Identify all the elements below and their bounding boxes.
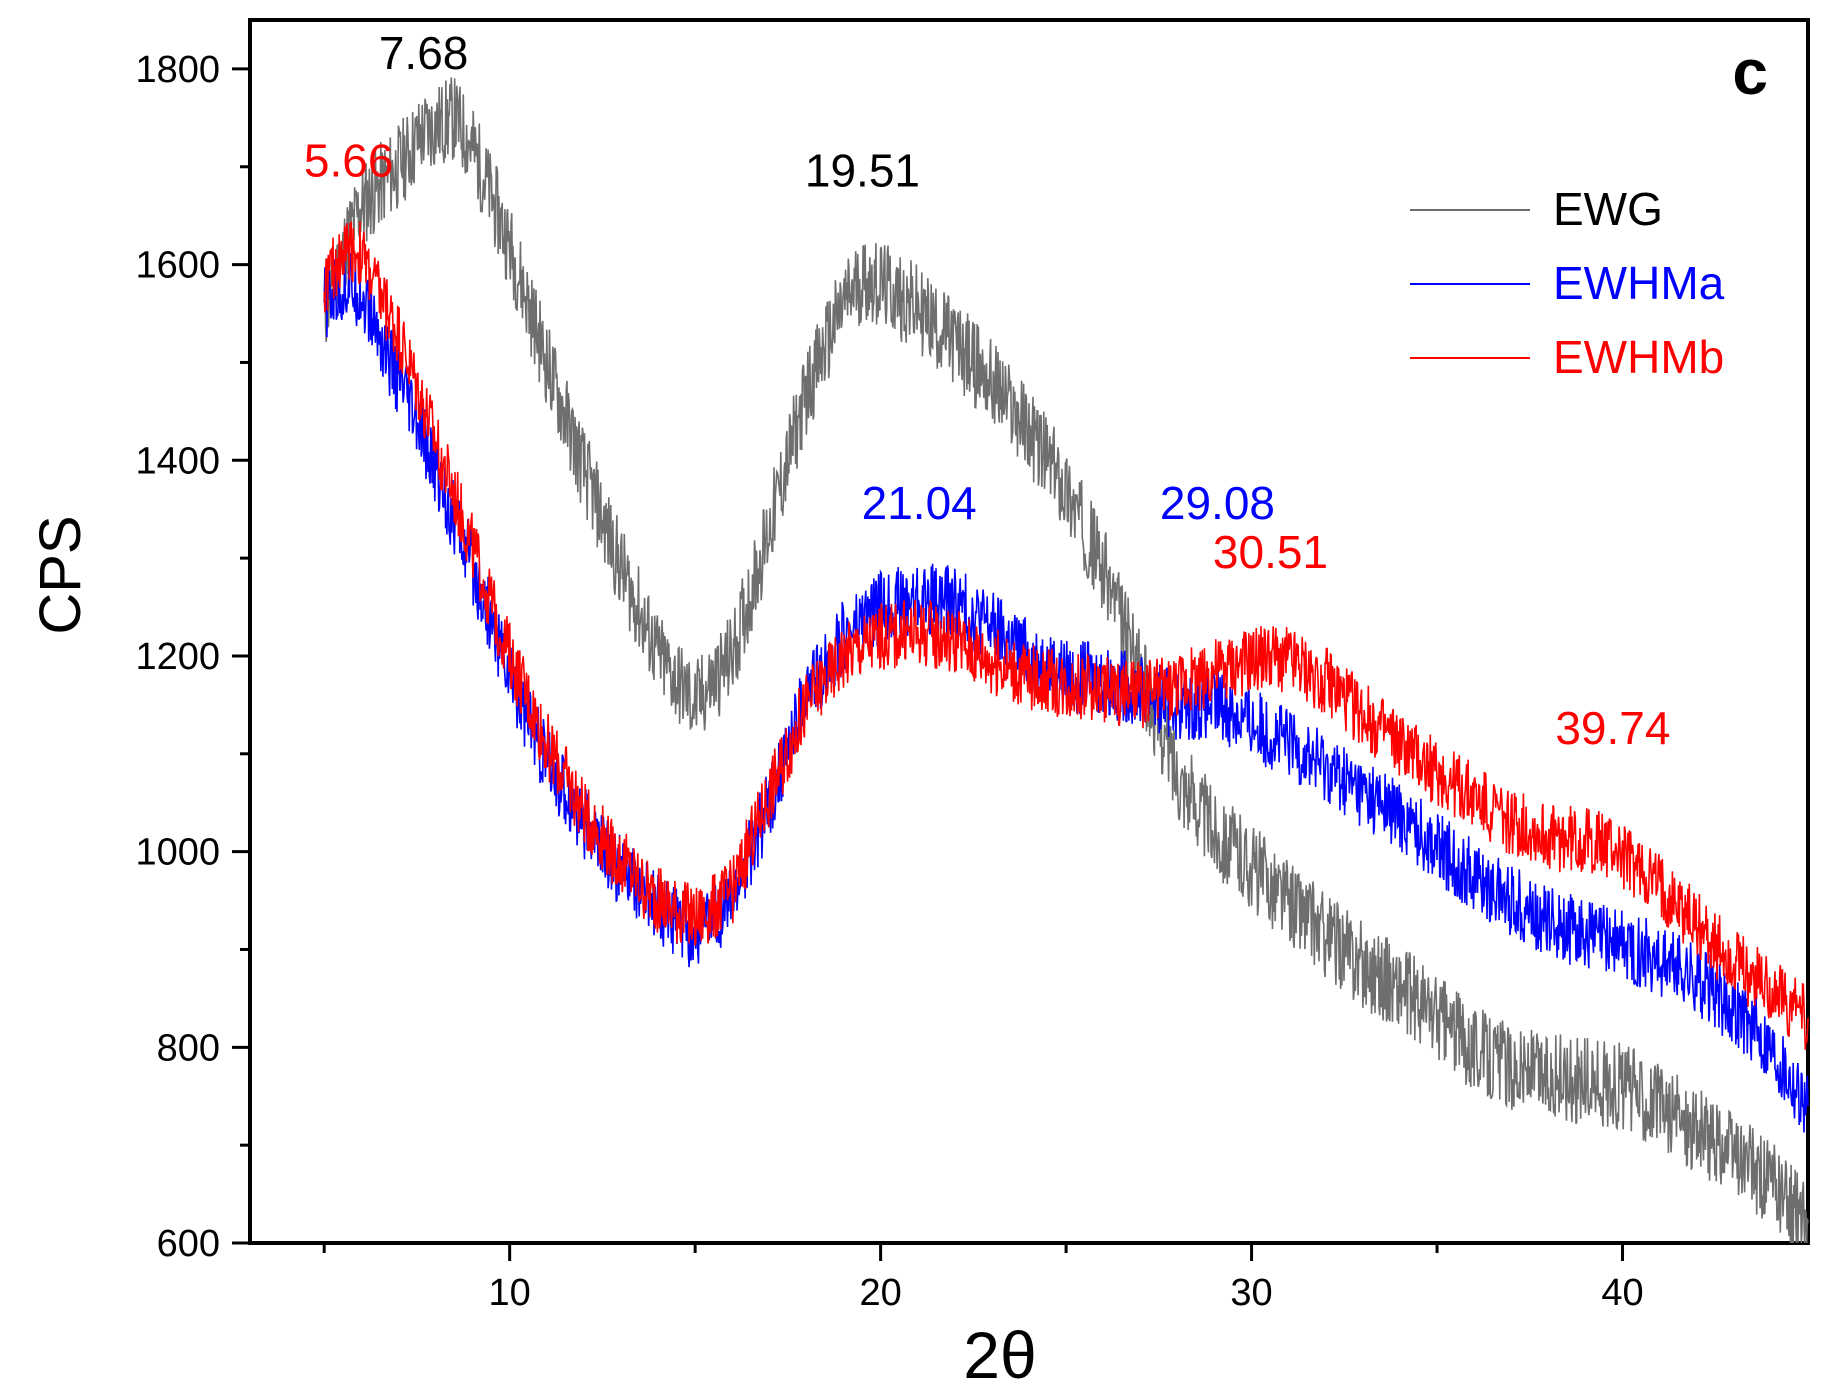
peak-label: 29.08 bbox=[1160, 477, 1275, 529]
series-line-ewhmb bbox=[323, 221, 1809, 1050]
x-axis-title: 2θ bbox=[963, 1318, 1036, 1388]
x-tick-label: 20 bbox=[859, 1272, 901, 1314]
series-layer bbox=[323, 77, 1809, 1244]
legend-label: EWG bbox=[1553, 183, 1663, 235]
y-tick-label: 1200 bbox=[135, 636, 220, 678]
x-tick-label: 10 bbox=[489, 1272, 531, 1314]
legend-label: EWHMb bbox=[1553, 331, 1724, 383]
x-tick-label: 30 bbox=[1230, 1272, 1272, 1314]
x-tick-label: 40 bbox=[1601, 1272, 1643, 1314]
legend: EWG EWHMa EWHMb bbox=[1410, 183, 1725, 383]
y-tick-label: 800 bbox=[157, 1027, 220, 1069]
y-tick-label: 1600 bbox=[135, 245, 220, 287]
y-axis: 600 800 1000 1200 1400 1600 1800 bbox=[135, 49, 250, 1265]
peak-label: 39.74 bbox=[1555, 702, 1670, 754]
peak-label: 19.51 bbox=[805, 144, 920, 196]
y-tick-label: 600 bbox=[157, 1223, 220, 1265]
y-tick-label: 1800 bbox=[135, 49, 220, 91]
peak-label: 5.66 bbox=[304, 135, 394, 187]
y-tick-label: 1400 bbox=[135, 440, 220, 482]
peak-label: 30.51 bbox=[1213, 526, 1328, 578]
x-axis: 10 20 30 40 bbox=[322, 1243, 1644, 1314]
y-axis-title: CPS bbox=[28, 515, 93, 634]
y-tick-label: 1000 bbox=[135, 832, 220, 874]
peak-label: 21.04 bbox=[862, 477, 977, 529]
plot-area-frame bbox=[248, 18, 1810, 1245]
series-line-ewg bbox=[323, 77, 1809, 1244]
legend-label: EWHMa bbox=[1553, 257, 1725, 309]
peak-label: 7.68 bbox=[379, 27, 469, 79]
panel-label: c bbox=[1732, 36, 1768, 108]
